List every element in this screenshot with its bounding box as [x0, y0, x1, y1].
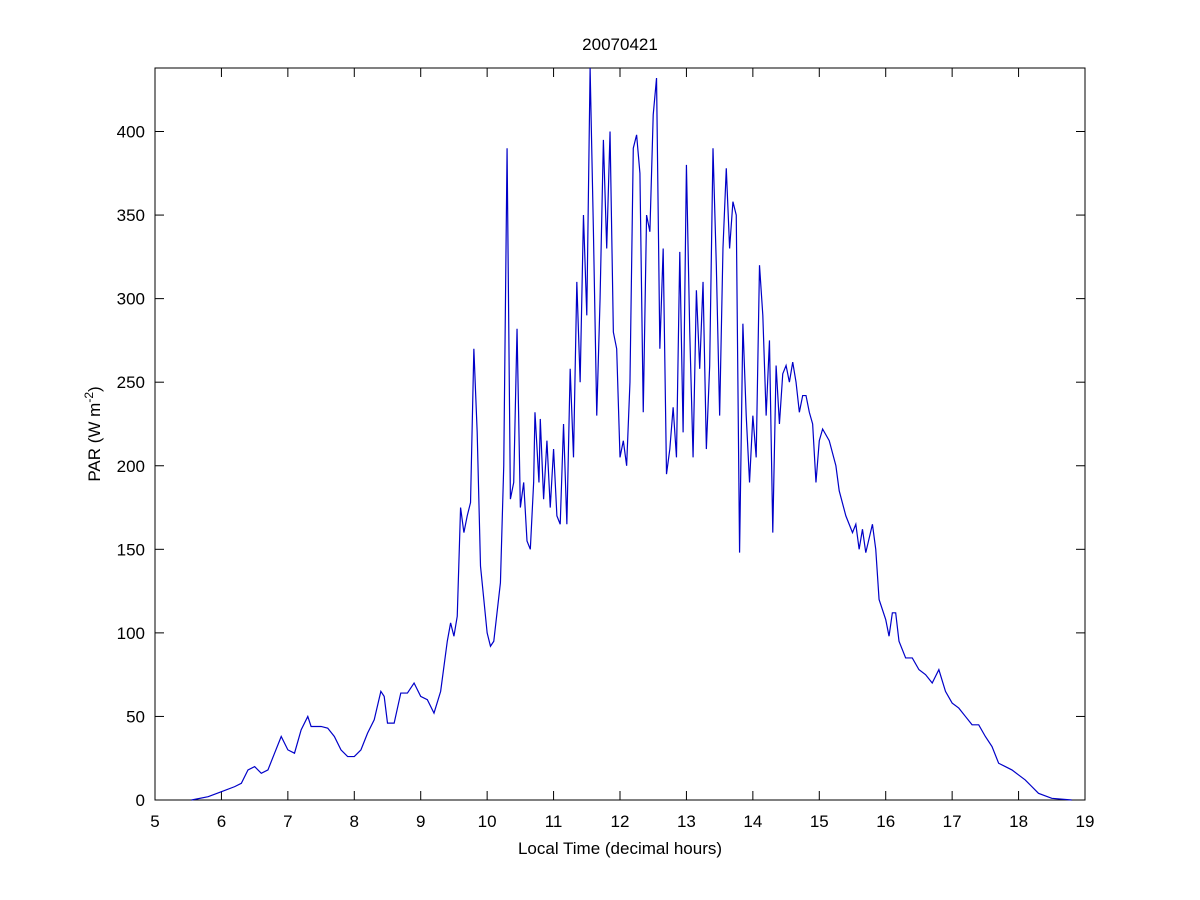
- y-label-exponent: -2: [82, 392, 96, 403]
- x-tick-label: 11: [545, 812, 563, 831]
- y-axis-label: PAR (W m-2): [82, 386, 104, 481]
- x-tick-label: 10: [478, 812, 497, 831]
- y-tick-label: 100: [117, 624, 145, 643]
- chart-title: 20070421: [582, 35, 658, 54]
- x-tick-label: 16: [876, 812, 895, 831]
- y-tick-label: 150: [117, 540, 145, 559]
- x-tick-label: 12: [611, 812, 630, 831]
- x-tick-label: 14: [743, 812, 762, 831]
- y-label-main: PAR (W m: [85, 403, 104, 482]
- y-tick-label: 0: [136, 791, 145, 810]
- x-axis-label: Local Time (decimal hours): [518, 839, 722, 858]
- x-tick-label: 15: [810, 812, 829, 831]
- y-label-end: ): [85, 386, 104, 392]
- y-tick-label: 200: [117, 457, 145, 476]
- data-line: [191, 67, 1072, 801]
- x-tick-label: 17: [943, 812, 962, 831]
- x-tick-label: 7: [283, 812, 292, 831]
- plot-area: [154, 67, 1086, 801]
- x-tick-label: 13: [677, 812, 696, 831]
- x-tick-label: 8: [350, 812, 359, 831]
- y-tick-label: 250: [117, 373, 145, 392]
- x-tick-label: 9: [416, 812, 425, 831]
- y-tick-label: 300: [117, 290, 145, 309]
- y-tick-label: 350: [117, 206, 145, 225]
- x-tick-label: 5: [150, 812, 159, 831]
- x-tick-label: 18: [1009, 812, 1028, 831]
- y-tick-label: 50: [126, 707, 145, 726]
- x-tick-label: 6: [217, 812, 226, 831]
- y-tick-label: 400: [117, 123, 145, 142]
- x-tick-label: 19: [1076, 812, 1095, 831]
